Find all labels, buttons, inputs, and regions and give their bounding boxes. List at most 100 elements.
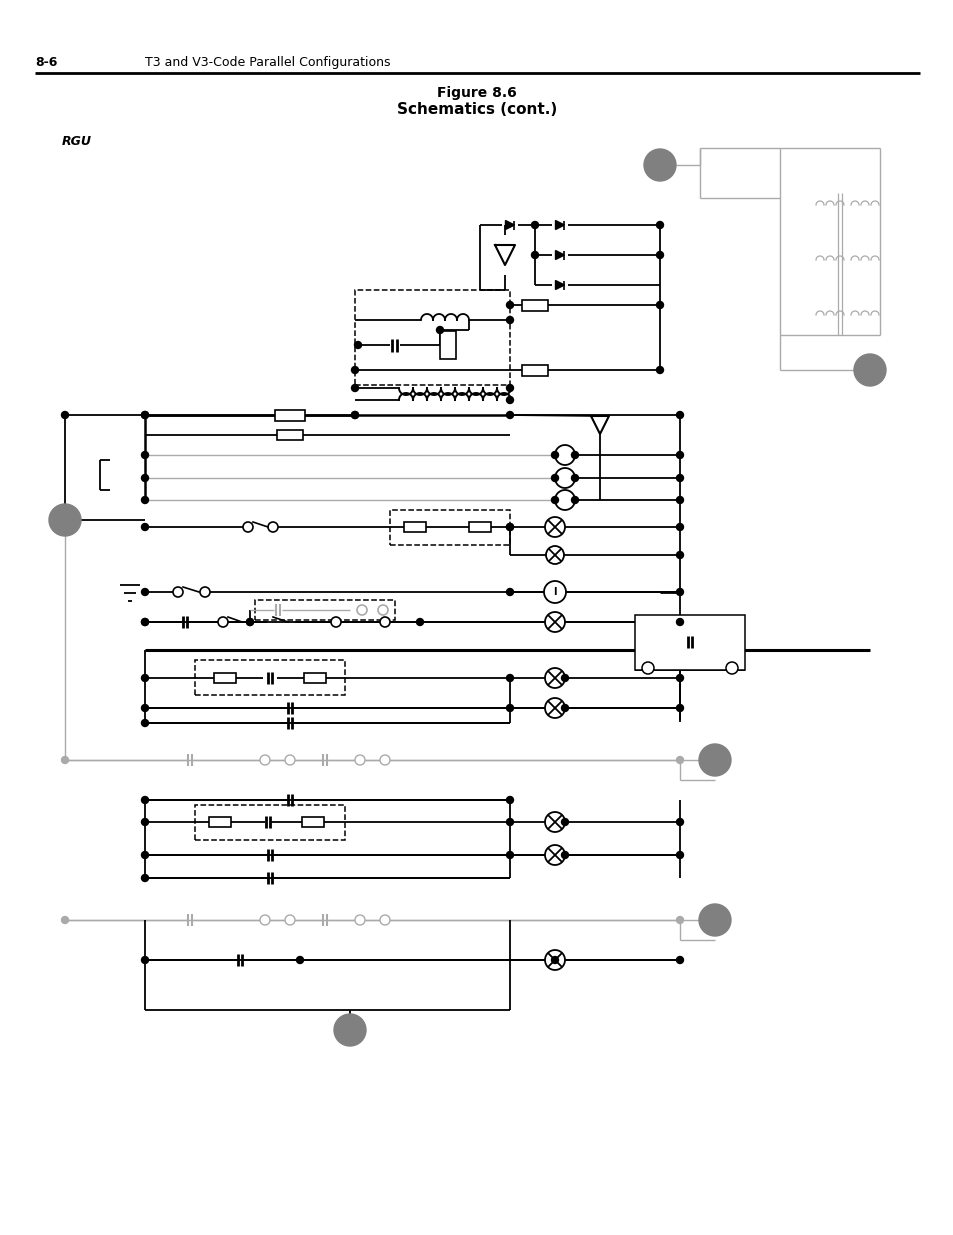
Circle shape (543, 580, 565, 603)
Circle shape (285, 755, 294, 764)
Circle shape (377, 605, 388, 615)
Polygon shape (555, 221, 564, 230)
Circle shape (141, 619, 149, 625)
Circle shape (555, 468, 575, 488)
Circle shape (379, 755, 390, 764)
Circle shape (676, 757, 682, 763)
Circle shape (676, 704, 682, 711)
Circle shape (544, 668, 564, 688)
Circle shape (676, 589, 682, 595)
Circle shape (141, 797, 149, 804)
Circle shape (676, 474, 682, 482)
Circle shape (656, 252, 662, 258)
Circle shape (571, 496, 578, 504)
Circle shape (49, 504, 81, 536)
Bar (635, 615, 744, 671)
Circle shape (172, 587, 183, 597)
Bar (304, 673, 326, 683)
Circle shape (61, 757, 69, 763)
Circle shape (506, 819, 513, 825)
Text: Figure 8.6: Figure 8.6 (436, 86, 517, 100)
Circle shape (61, 516, 69, 524)
Circle shape (561, 819, 568, 825)
Bar (355, 290, 510, 385)
Circle shape (260, 755, 270, 764)
Circle shape (555, 490, 575, 510)
Bar (194, 805, 345, 840)
Circle shape (551, 452, 558, 458)
Circle shape (551, 496, 558, 504)
Circle shape (676, 552, 682, 558)
Circle shape (141, 589, 149, 595)
Circle shape (416, 619, 423, 625)
Circle shape (379, 915, 390, 925)
Circle shape (351, 411, 358, 419)
Circle shape (506, 589, 513, 595)
Circle shape (141, 819, 149, 825)
Circle shape (260, 915, 270, 925)
Circle shape (331, 618, 340, 627)
Circle shape (656, 301, 662, 309)
Circle shape (676, 851, 682, 858)
Circle shape (141, 851, 149, 858)
Circle shape (676, 496, 682, 504)
Circle shape (725, 662, 738, 674)
Circle shape (141, 720, 149, 726)
Circle shape (141, 496, 149, 504)
Circle shape (141, 524, 149, 531)
Circle shape (551, 474, 558, 482)
Circle shape (544, 698, 564, 718)
Bar (209, 818, 231, 827)
Circle shape (141, 704, 149, 711)
Text: RGU: RGU (62, 135, 91, 148)
Circle shape (561, 674, 568, 682)
Bar (276, 430, 303, 440)
Circle shape (555, 445, 575, 466)
Circle shape (676, 674, 682, 682)
Bar (469, 522, 491, 532)
Circle shape (506, 524, 513, 531)
Circle shape (246, 619, 253, 625)
Circle shape (676, 956, 682, 963)
Circle shape (506, 396, 513, 404)
Bar (274, 410, 305, 420)
Circle shape (296, 956, 303, 963)
Circle shape (853, 354, 885, 387)
Bar (439, 331, 456, 359)
Circle shape (656, 221, 662, 228)
Circle shape (141, 411, 149, 419)
Circle shape (285, 915, 294, 925)
Bar (521, 300, 547, 310)
Circle shape (561, 704, 568, 711)
Circle shape (351, 411, 358, 419)
Circle shape (218, 618, 228, 627)
Circle shape (544, 517, 564, 537)
Bar (390, 510, 510, 545)
Circle shape (436, 326, 443, 333)
Bar (194, 659, 345, 695)
Circle shape (506, 797, 513, 804)
Circle shape (506, 384, 513, 391)
Circle shape (351, 367, 358, 373)
Polygon shape (555, 280, 564, 289)
Circle shape (544, 950, 564, 969)
Polygon shape (555, 251, 564, 259)
Circle shape (643, 149, 676, 182)
Circle shape (141, 474, 149, 482)
Circle shape (141, 411, 149, 419)
Circle shape (243, 522, 253, 532)
Bar (302, 818, 324, 827)
Circle shape (506, 704, 513, 711)
Bar (213, 673, 235, 683)
Circle shape (676, 411, 682, 419)
Circle shape (544, 811, 564, 832)
Circle shape (141, 619, 149, 625)
Circle shape (141, 452, 149, 458)
Circle shape (545, 546, 563, 564)
Circle shape (355, 755, 365, 764)
Text: Schematics (cont.): Schematics (cont.) (396, 103, 557, 117)
Bar (254, 600, 395, 620)
Text: I: I (553, 587, 557, 597)
Text: 8-6: 8-6 (35, 56, 57, 69)
Circle shape (676, 916, 682, 924)
